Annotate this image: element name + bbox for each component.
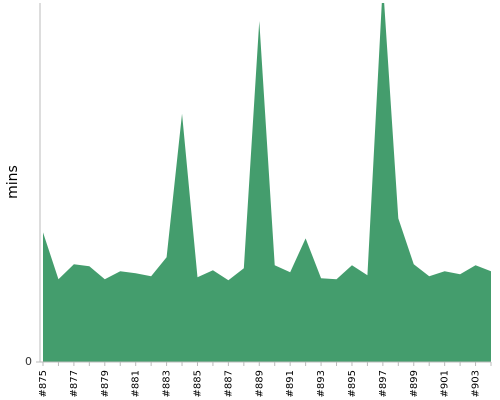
x-tick-label: #889 <box>254 370 265 397</box>
x-tick-label: #893 <box>316 370 327 397</box>
plot-area <box>43 3 491 362</box>
x-tick-label: #899 <box>409 370 420 397</box>
x-tick-label: #897 <box>378 370 389 397</box>
x-tick-label: #887 <box>223 370 234 397</box>
x-tick-label: #895 <box>347 370 358 397</box>
x-tick-label: #875 <box>38 370 49 397</box>
x-tick-label: #879 <box>100 370 111 397</box>
x-tick-label: #885 <box>192 370 203 397</box>
x-tick-label: #883 <box>162 370 173 397</box>
area <box>43 3 491 362</box>
x-tick-label: #881 <box>131 370 142 397</box>
x-tick-label: #891 <box>285 370 296 397</box>
y-tick-label: 0 <box>25 355 32 368</box>
x-tick-label: #903 <box>471 370 482 397</box>
x-tick-label: #901 <box>440 370 451 397</box>
y-axis-label: mins <box>5 165 21 199</box>
x-tick-label: #877 <box>69 370 80 397</box>
